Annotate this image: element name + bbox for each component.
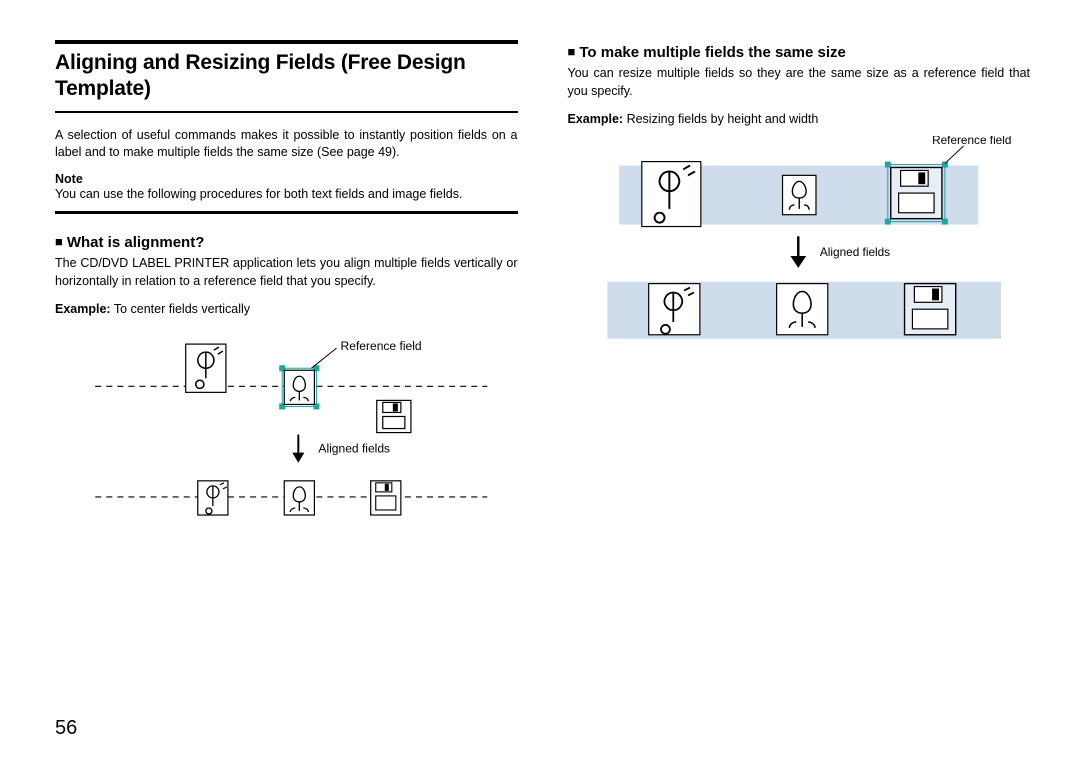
ref-label-text-1: Reference field [341, 339, 422, 353]
example-text: To center fields vertically [114, 302, 250, 316]
left-column: Aligning and Resizing Fields (Free Desig… [55, 40, 518, 722]
note-block: Note You can use the following procedure… [55, 172, 518, 204]
example-line-left: Example: To center fields vertically [55, 302, 518, 316]
manual-page: Aligning and Resizing Fields (Free Desig… [0, 0, 1080, 762]
page-number: 56 [55, 717, 77, 740]
rule [55, 211, 518, 214]
title-block: Aligning and Resizing Fields (Free Desig… [55, 40, 518, 113]
note-label: Note [55, 172, 518, 186]
subheading-resize: ■To make multiple fields the same size [568, 44, 1031, 61]
right-column: ■To make multiple fields the same size Y… [568, 40, 1031, 722]
bullet-square-icon: ■ [568, 44, 576, 59]
note-text: You can use the following procedures for… [55, 186, 518, 204]
example-text: Resizing fields by height and width [627, 112, 819, 126]
subheading-alignment: ■ What is alignment? [55, 234, 518, 251]
example-label: Example: [55, 302, 111, 316]
bullet-square-icon: ■ [55, 234, 63, 249]
intro-paragraph: A selection of useful commands makes it … [55, 127, 518, 162]
illustration-resize: Reference field Aligned fields [568, 136, 1031, 362]
alignment-body: The CD/DVD LABEL PRINTER application let… [55, 255, 518, 290]
page-title: Aligning and Resizing Fields (Free Desig… [55, 50, 518, 103]
example-line-right: Example: Resizing fields by height and w… [568, 112, 1031, 126]
resize-body: You can resize multiple fields so they a… [568, 65, 1031, 100]
subheading-text: To make multiple fields the same size [579, 44, 845, 61]
illustration-alignment: Reference field Aligned fields [55, 326, 518, 547]
subheading-text: What is alignment? [67, 234, 205, 251]
aligned-label-2: Aligned fields [819, 245, 889, 259]
aligned-label-1: Aligned fields [318, 442, 390, 456]
example-label: Example: [568, 112, 624, 126]
ref-label-text-2: Reference field [932, 136, 1011, 147]
